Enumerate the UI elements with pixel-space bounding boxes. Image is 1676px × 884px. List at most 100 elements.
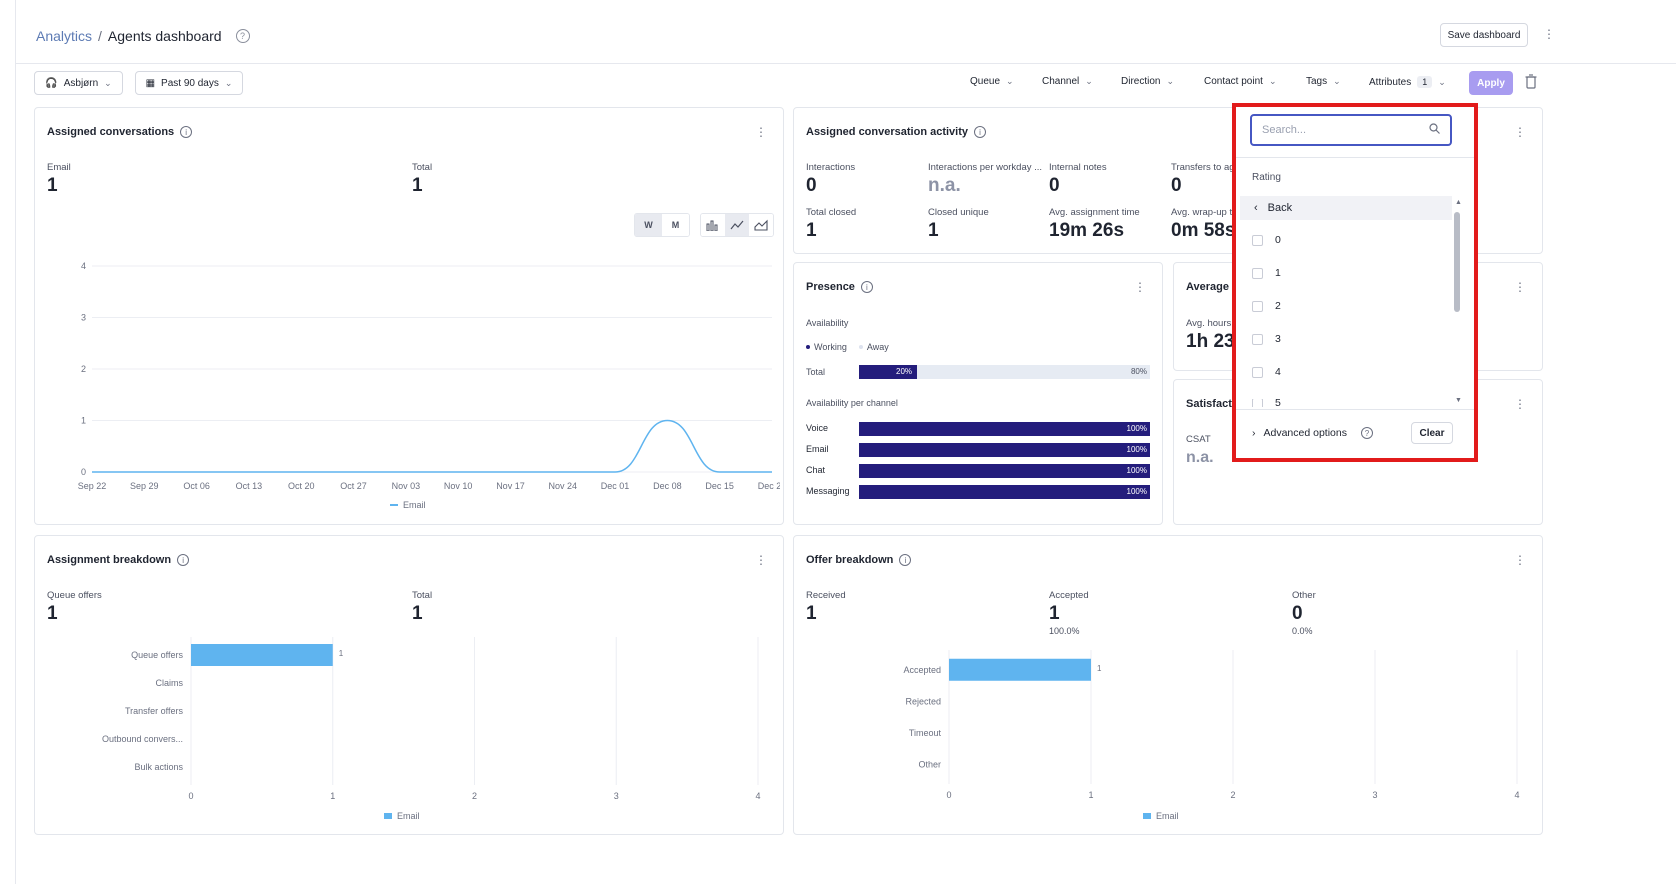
chevron-down-icon: ⌄ <box>1438 76 1446 87</box>
channel-pct: 100% <box>1126 424 1147 433</box>
rating-option[interactable]: 0 <box>1252 234 1281 246</box>
date-range-select[interactable]: ▦ Past 90 days ⌄ <box>135 71 243 95</box>
rating-option[interactable]: 1 <box>1252 267 1281 279</box>
back-label: Back <box>1267 202 1293 214</box>
card-menu-icon[interactable]: ⋮ <box>755 125 767 139</box>
breadcrumb-analytics-link[interactable]: Analytics <box>36 28 93 44</box>
dropdown-footer-divider <box>1236 409 1474 410</box>
chevron-down-icon: ⌄ <box>1166 76 1175 86</box>
avg-wrapup-value: 0m 58s <box>1171 220 1236 241</box>
option-label: 5 <box>1275 399 1281 407</box>
availability-label: Availability <box>806 318 849 328</box>
area-chart-icon[interactable] <box>749 214 773 236</box>
assigned-conversations-card <box>34 107 784 525</box>
queue-offers-value: 1 <box>47 603 58 624</box>
info-icon[interactable]: i <box>177 554 190 566</box>
queue-offers-label: Queue offers <box>47 590 102 601</box>
channel-row: Messaging 100% <box>806 485 1166 500</box>
week-toggle[interactable]: W <box>635 214 662 236</box>
card-menu-icon[interactable]: ⋮ <box>1134 280 1146 294</box>
checkbox[interactable] <box>1252 267 1263 279</box>
avg-assignment-time-value: 19m 26s <box>1049 220 1125 241</box>
x-tick-label: Nov 17 <box>496 481 525 491</box>
apply-button[interactable]: Apply <box>1469 71 1513 95</box>
scroll-up-arrow[interactable]: ▲ <box>1455 199 1462 206</box>
tags-filter[interactable]: Tags ⌄ <box>1306 76 1341 87</box>
presence-legend: Working Away <box>806 342 889 352</box>
x-tick-label: Dec 01 <box>601 481 630 491</box>
search-icon <box>1429 123 1440 137</box>
clear-button[interactable]: Clear <box>1411 422 1453 444</box>
back-button[interactable]: ‹ Back <box>1240 196 1452 220</box>
queue-filter[interactable]: Queue ⌄ <box>970 76 1014 87</box>
month-toggle[interactable]: M <box>662 214 689 236</box>
x-tick-label: 3 <box>614 791 619 801</box>
checkbox[interactable] <box>1252 234 1263 246</box>
info-icon[interactable]: i <box>180 126 193 138</box>
chevron-right-icon: › <box>1252 427 1256 439</box>
x-tick-label: Dec 22 <box>758 481 780 491</box>
save-dashboard-button[interactable]: Save dashboard <box>1440 23 1528 47</box>
legend-swatch <box>384 813 392 819</box>
rating-option[interactable]: 3 <box>1252 333 1281 345</box>
total-closed-value: 1 <box>806 220 817 241</box>
card-menu-icon[interactable]: ⋮ <box>1514 280 1526 294</box>
chevron-left-icon: ‹ <box>1254 202 1258 214</box>
tags-filter-label: Tags <box>1306 76 1328 87</box>
card-menu-icon[interactable]: ⋮ <box>1514 397 1526 411</box>
card-menu-icon[interactable]: ⋮ <box>755 553 767 567</box>
more-options-icon[interactable]: ⋮ <box>1543 27 1555 41</box>
direction-filter[interactable]: Direction ⌄ <box>1121 76 1174 87</box>
checkbox[interactable] <box>1252 399 1263 407</box>
bar-chart-icon[interactable] <box>701 214 725 236</box>
channel-filter[interactable]: Channel ⌄ <box>1042 76 1093 87</box>
breadcrumb: Analytics / Agents dashboard ? <box>36 28 250 44</box>
agent-select[interactable]: 🎧 Asbjørn ⌄ <box>34 71 123 95</box>
chevron-down-icon: ⌄ <box>1085 76 1093 86</box>
category-label: Outbound convers... <box>102 734 183 744</box>
search-input[interactable]: Search... <box>1250 114 1452 146</box>
card-menu-icon[interactable]: ⋮ <box>1514 125 1526 139</box>
scrollbar-thumb[interactable] <box>1454 212 1460 312</box>
advanced-options-label: Advanced options <box>1263 427 1347 439</box>
scroll-down-arrow[interactable]: ▼ <box>1455 397 1462 404</box>
info-icon[interactable]: i <box>860 281 873 293</box>
info-icon[interactable]: i <box>974 126 986 138</box>
channel-filter-label: Channel <box>1042 76 1080 87</box>
rating-option[interactable]: 5 <box>1252 399 1281 407</box>
checkbox[interactable] <box>1252 366 1263 378</box>
advanced-options-toggle[interactable]: › Advanced options ? <box>1252 427 1373 439</box>
rating-option[interactable]: 2 <box>1252 300 1281 312</box>
bar <box>949 658 1091 681</box>
y-tick-label: 4 <box>81 261 86 271</box>
help-icon[interactable]: ? <box>1360 427 1373 439</box>
x-tick-label: 2 <box>1230 790 1235 800</box>
attributes-filter[interactable]: Attributes 1 ⌄ <box>1369 76 1446 88</box>
chart-legend: Email <box>1143 812 1179 820</box>
x-tick-label: 4 <box>1514 790 1519 800</box>
avg-hours-label: Avg. hours <box>1186 318 1232 329</box>
option-label: 3 <box>1275 333 1281 345</box>
other-pct: 0.0% <box>1292 626 1313 636</box>
line-chart-icon[interactable] <box>725 214 749 236</box>
x-tick-label: Dec 15 <box>705 481 734 491</box>
section-label: Rating <box>1252 172 1281 183</box>
x-tick-label: Sep 22 <box>78 481 107 491</box>
channel-bar: 100% <box>859 485 1150 499</box>
accepted-label: Accepted <box>1049 590 1089 601</box>
received-value: 1 <box>806 603 817 624</box>
checkbox[interactable] <box>1252 333 1263 345</box>
rating-option[interactable]: 4 <box>1252 366 1281 378</box>
card-menu-icon[interactable]: ⋮ <box>1514 553 1526 567</box>
trash-icon[interactable] <box>1525 74 1537 89</box>
chevron-down-icon: ⌄ <box>1333 76 1341 86</box>
received-label: Received <box>806 590 846 601</box>
y-tick-label: 3 <box>81 313 86 323</box>
info-icon[interactable]: i <box>899 554 912 566</box>
help-icon[interactable]: ? <box>235 29 250 43</box>
avg-wrapup-label: Avg. wrap-up t <box>1171 207 1233 218</box>
contact-point-filter[interactable]: Contact point ⌄ <box>1204 76 1276 87</box>
checkbox[interactable] <box>1252 300 1263 312</box>
x-tick-label: Sep 29 <box>130 481 159 491</box>
category-label: Claims <box>155 678 183 688</box>
